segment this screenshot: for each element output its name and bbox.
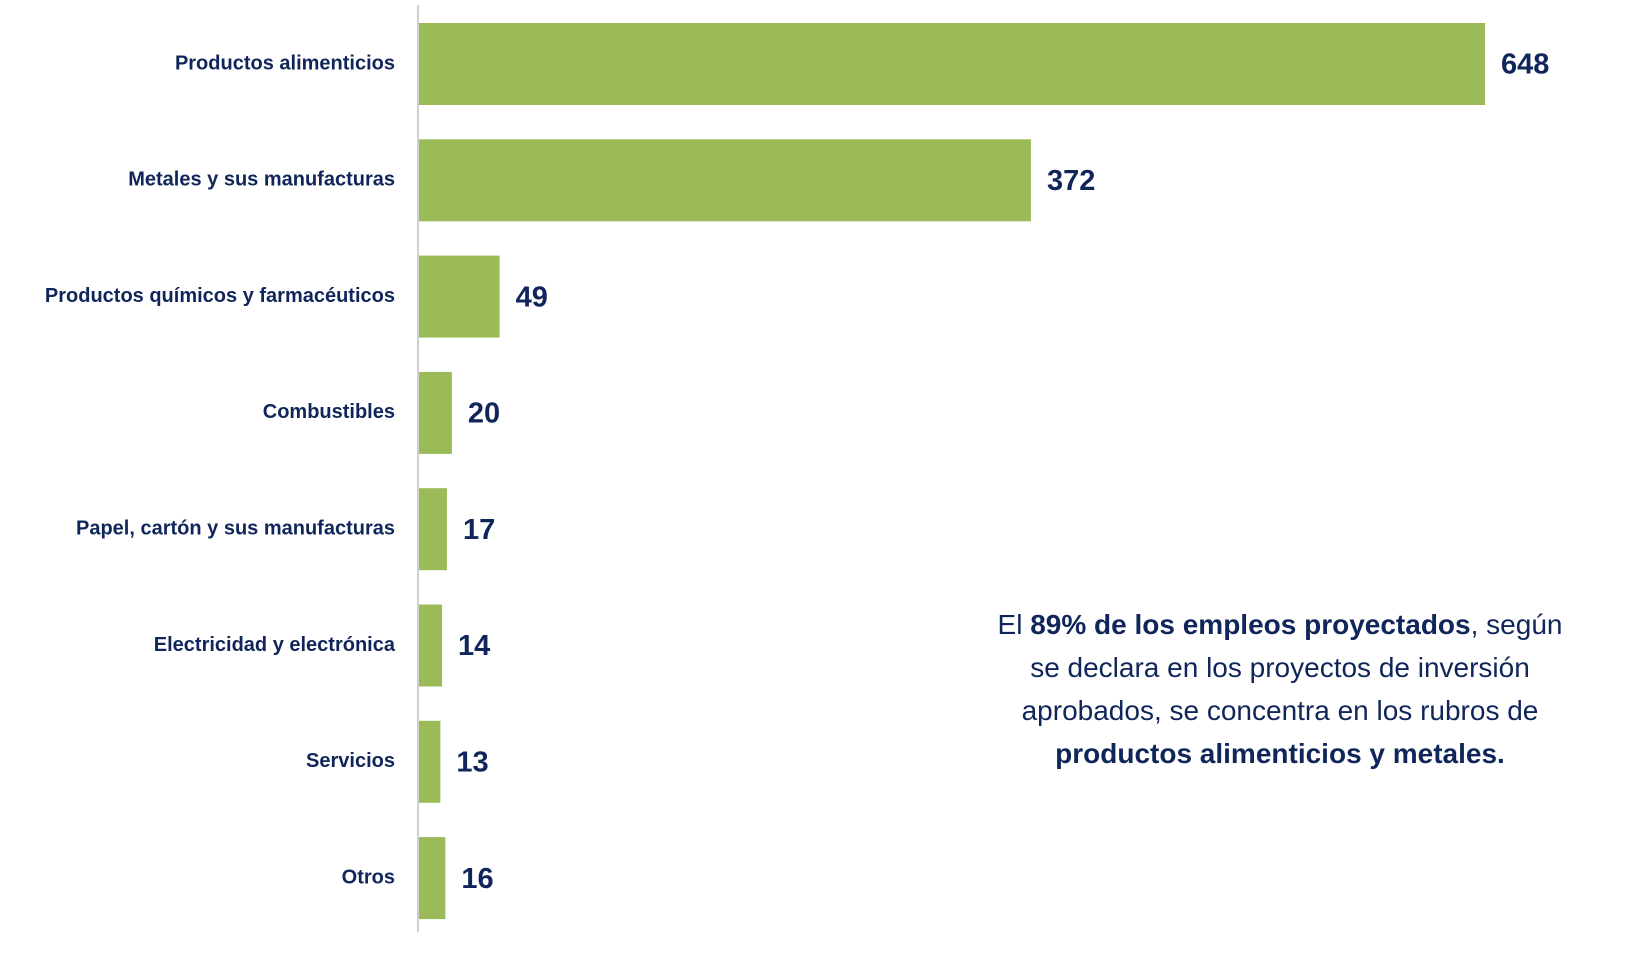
value-label: 16 xyxy=(461,863,493,895)
annotation-line: productos alimenticios y metales. xyxy=(1055,738,1505,769)
annotation-line: se declara en los proyectos de inversión xyxy=(1030,652,1530,683)
bar xyxy=(419,23,1485,105)
annotation-line: aprobados, se concentra en los rubros de xyxy=(1022,695,1539,726)
bar xyxy=(419,488,447,571)
category-label: Papel, cartón y sus manufacturas xyxy=(76,517,395,539)
annotation-segment: aprobados, se concentra en los rubros de xyxy=(1022,695,1539,726)
category-label: Combustibles xyxy=(263,401,395,423)
value-label: 13 xyxy=(456,746,488,778)
bar xyxy=(419,139,1031,222)
bar xyxy=(419,720,441,803)
bar xyxy=(419,371,452,454)
value-label: 49 xyxy=(516,281,548,313)
value-label: 17 xyxy=(463,514,495,546)
bar xyxy=(419,604,443,687)
bar xyxy=(419,255,500,338)
category-label: Productos alimenticios xyxy=(175,52,395,74)
category-label: Metales y sus manufacturas xyxy=(128,169,395,191)
category-label: Productos químicos y farmacéuticos xyxy=(45,285,395,307)
category-label: Servicios xyxy=(306,750,395,772)
annotation-segment: , según xyxy=(1471,609,1563,640)
value-label: 20 xyxy=(468,398,500,430)
annotation-segment: El xyxy=(998,609,1031,640)
annotation-segment: se declara en los proyectos de inversión xyxy=(1030,652,1530,683)
value-label: 372 xyxy=(1047,165,1095,197)
annotation-segment: productos alimenticios y metales. xyxy=(1055,738,1505,769)
category-label: Electricidad y electrónica xyxy=(154,634,396,656)
annotation-line: El 89% de los empleos proyectados, según xyxy=(998,609,1563,640)
value-label: 14 xyxy=(458,630,490,662)
value-label: 648 xyxy=(1501,49,1549,81)
category-label: Otros xyxy=(342,866,395,888)
annotation-segment: 89% de los empleos proyectados xyxy=(1030,609,1470,640)
bar xyxy=(419,837,446,920)
